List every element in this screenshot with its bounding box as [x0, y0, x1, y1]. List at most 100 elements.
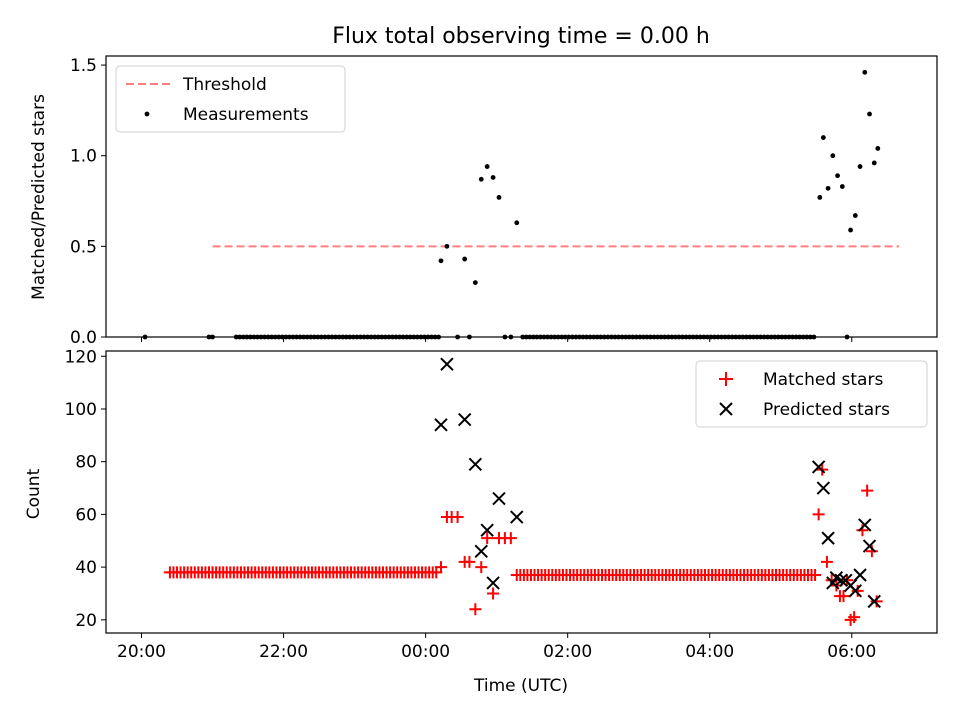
- measurement-point: [577, 334, 582, 340]
- measurement-point: [609, 334, 614, 340]
- measurement-point: [875, 146, 881, 151]
- measurement-point: [672, 334, 678, 340]
- measurement-point: [351, 334, 356, 340]
- matched-stars-point: [463, 555, 476, 568]
- measurement-point: [655, 334, 661, 340]
- measurement-point: [358, 334, 363, 340]
- measurement-point: [372, 334, 378, 340]
- measurement-point: [311, 334, 317, 340]
- measurement-point: [690, 334, 696, 340]
- measurement-point: [779, 334, 785, 340]
- measurement-point: [297, 334, 303, 340]
- measurement-point: [719, 334, 724, 340]
- measurement-point: [862, 69, 868, 75]
- measurement-point: [570, 334, 575, 340]
- measurement-point: [438, 258, 444, 264]
- predicted-stars-point: [821, 531, 835, 545]
- measurement-point: [839, 184, 845, 189]
- measurement-point: [269, 334, 275, 340]
- predicted-stars-point: [862, 539, 877, 553]
- measurement-point: [772, 334, 778, 340]
- x-tick-label: 06:00: [827, 642, 876, 662]
- measurement-point: [368, 334, 374, 340]
- measurement-point: [336, 334, 342, 340]
- measurement-point: [857, 164, 863, 169]
- measurement-point: [800, 334, 806, 340]
- measurement-point: [425, 334, 431, 340]
- measurement-point: [680, 334, 685, 340]
- measurement-point: [142, 334, 148, 340]
- measurement-point: [322, 334, 328, 340]
- measurement-point: [793, 334, 799, 340]
- measurement-point: [708, 334, 714, 340]
- measurement-point: [523, 334, 529, 340]
- measurement-point: [386, 334, 392, 340]
- measurement-point: [775, 334, 781, 340]
- measurement-point: [251, 334, 257, 340]
- measurement-point: [514, 220, 520, 226]
- measurement-point: [240, 334, 246, 340]
- bottom-y-tick-label: 120: [65, 347, 97, 367]
- matched-stars-point: [820, 555, 833, 568]
- measurement-point: [804, 334, 810, 340]
- x-tick-label: 00:00: [401, 642, 450, 662]
- matched-stars-point: [481, 532, 494, 545]
- bottom-legend: Matched stars Predicted stars: [695, 360, 928, 428]
- measurement-point: [244, 334, 250, 340]
- measurement-point: [490, 175, 496, 180]
- bottom-y-tick-label: 40: [75, 558, 97, 578]
- measurement-point: [548, 334, 554, 340]
- measurement-point: [530, 334, 536, 340]
- matched-stars-point: [809, 569, 822, 582]
- predicted-legend-swatch: [719, 402, 733, 416]
- measurement-point: [633, 334, 639, 340]
- measurement-point: [626, 334, 632, 340]
- measurement-point: [379, 334, 385, 340]
- predicted-stars-point: [468, 457, 483, 472]
- measurement-point: [467, 334, 472, 340]
- predicted-stars-point: [811, 460, 826, 474]
- matched-stars-point: [475, 561, 488, 574]
- top-y-tick-label: 0.5: [70, 237, 97, 257]
- measurement-point: [258, 334, 264, 340]
- top-y-tick-label: 1.5: [70, 56, 97, 76]
- measurement-point: [820, 135, 826, 140]
- measurement-point: [754, 334, 760, 340]
- bottom-y-tick-label: 100: [65, 400, 97, 420]
- predicted-legend-label: Predicted stars: [763, 400, 890, 420]
- measurement-point: [326, 334, 331, 340]
- predicted-stars-point: [486, 576, 500, 590]
- measurement-point: [665, 334, 671, 340]
- measurement-point: [308, 334, 314, 340]
- predicted-stars-point: [816, 481, 831, 495]
- matched-stars-point: [837, 590, 850, 603]
- measurement-point: [462, 256, 468, 262]
- measurement-point: [559, 334, 565, 340]
- measurement-point: [237, 334, 243, 340]
- predicted-stars-point: [848, 584, 863, 598]
- predicted-stars-point: [480, 523, 494, 537]
- measurement-point: [712, 334, 717, 340]
- measurement-point: [361, 334, 367, 340]
- measurement-point: [444, 243, 450, 249]
- bottom-y-tick-label: 80: [75, 453, 97, 473]
- measurement-point: [751, 334, 756, 340]
- measurement-point: [811, 334, 817, 340]
- measurement-point: [648, 334, 653, 340]
- measurement-point: [765, 334, 771, 340]
- measurement-point: [591, 334, 597, 340]
- measurement-point: [210, 334, 215, 340]
- measurement-point: [508, 334, 514, 340]
- measurement-point: [206, 334, 212, 340]
- predicted-stars-point: [834, 573, 848, 587]
- measurement-point: [683, 334, 689, 340]
- measurement-point: [825, 185, 831, 191]
- measurement-point: [768, 334, 774, 340]
- measurement-point: [676, 334, 682, 340]
- top-y-tick-label: 0.0: [70, 328, 97, 348]
- x-tick-label: 22:00: [259, 642, 308, 662]
- predicted-stars-point: [492, 491, 506, 506]
- measurement-point: [848, 227, 853, 233]
- threshold-legend-label: Threshold: [182, 75, 267, 95]
